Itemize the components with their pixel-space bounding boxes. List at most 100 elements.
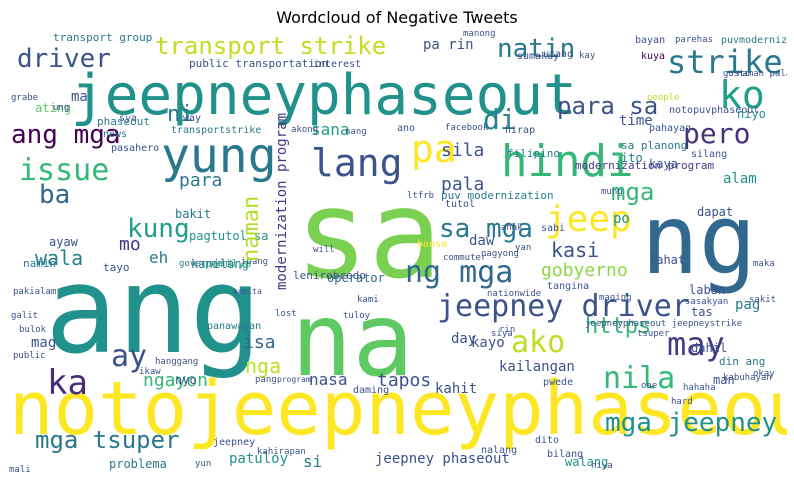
cloud-word: hirap [505,125,536,136]
cloud-word: kumita [233,287,262,296]
cloud-word: kasi [551,238,600,262]
cloud-word: pala [441,174,485,195]
cloud-word: para [179,170,223,191]
cloud-word: nasa [309,370,348,389]
cloud-word: interest [313,59,362,70]
cloud-word: niyo [737,107,766,121]
cloud-word: one [641,381,658,391]
cloud-word: lenirobredo [293,269,366,282]
cloud-word: bilang [547,449,584,460]
cloud-word: silang [691,149,728,160]
cloud-word: ba [39,180,71,210]
cloud-word: niya [591,461,613,471]
cloud-word: laban [689,283,726,297]
cloud-word: strike [667,43,783,81]
cloud-word: pag [735,297,761,313]
cloud-word: jeepney driver [437,289,690,324]
cloud-word: time [619,113,653,129]
cloud-word: walang [565,455,609,469]
cloud-word: sa [295,164,442,306]
cloud-word: dito [535,435,560,446]
cloud-word: akong [291,125,319,135]
cloud-word: galit [11,311,39,321]
cloud-word: na [291,281,414,400]
cloud-word: mo [119,234,141,255]
cloud-word: din ang [719,355,766,368]
cloud-word: hahaha [683,383,716,393]
chart-title: Wordcloud of Negative Tweets [276,8,518,27]
cloud-word: pakialam [13,287,57,297]
cloud-word: tuloy [343,311,371,321]
cloud-word: sa planong [621,139,688,152]
cloud-word: kailangan [499,359,575,375]
cloud-word: may [667,325,725,363]
cloud-word: mga jeepney [605,408,778,438]
cloud-word: public [13,351,46,361]
cloud-word: ayaw [49,235,78,249]
cloud-word: siya [491,329,513,339]
cloud-word: will [313,245,335,255]
cloud-word: nila [603,361,676,396]
cloud-word: ay [111,339,148,374]
cloud-word: day [451,331,477,347]
cloud-word: sila [441,140,485,161]
cloud-word: mga tsuper [35,426,180,454]
cloud-word: manong [463,30,496,39]
cloud-word: notojeepneyphaseout [9,366,787,452]
cloud-word: transport strike [155,32,387,60]
cloud-word: yung [161,128,277,184]
cloud-word: rin [499,325,516,335]
cloud-word: tas [691,305,713,319]
cloud-word: jeepney phaseout [375,451,510,467]
cloud-word: jeepneyphaseout [71,63,577,128]
cloud-word: sa mga [439,214,533,244]
cloud-word: parehas [675,35,713,45]
cloud-word: ang mga [11,120,121,150]
cloud-word: alam [723,171,757,187]
word-cloud: notojeepneyphaseout jeepneyphaseout ang … [7,30,787,480]
cloud-word: hanggang [155,357,199,367]
cloud-word: filipino [507,147,560,160]
cloud-word: mali [9,465,31,475]
cloud-word: nagyong [481,249,519,259]
cloud-word: ito [621,151,643,165]
cloud-word: driver [17,44,111,74]
cloud-word: lost [275,309,297,319]
cloud-word: panawagan [207,321,262,332]
cloud-word: ltfrb [407,191,435,201]
cloud-word: problema [109,457,167,471]
cloud-word: issue [19,153,110,188]
cloud-word: di [483,103,517,136]
cloud-word: ung [53,103,70,113]
cloud-word: daw [469,233,495,249]
cloud-word: nationwide [487,289,542,299]
cloud-word: pang [255,375,277,385]
cloud-word: nga [245,354,282,378]
cloud-word: maging [599,293,632,303]
cloud-word: sabi [541,223,566,234]
cloud-word: man [713,373,735,387]
cloud-word: wala [35,246,84,270]
cloud-word: transport group [53,31,153,44]
cloud-word: ng [641,184,757,296]
cloud-word: kabuhayan [723,373,772,383]
cloud-word: kahit [435,381,478,397]
cloud-word: si [303,452,323,471]
cloud-word: notopuvphaseout [669,105,760,116]
cloud-word: government [179,259,234,269]
cloud-word: lang [311,141,403,185]
cloud-word: kanilang [191,257,249,271]
cloud-word: bulok [19,325,47,335]
cloud-word: kay [579,51,596,61]
cloud-word: nyo [175,373,197,387]
cloud-word: nalang [481,445,518,456]
cloud-word: eh [149,248,169,267]
cloud-word: kahirapan [257,447,306,457]
cloud-word: ako [511,325,566,360]
cloud-word: ng mga [405,255,514,290]
cloud-word: grabe [11,93,39,103]
cloud-word: dahil [691,341,728,355]
cloud-word: pagtutol sa [189,229,269,243]
cloud-word: news [103,129,128,140]
cloud-word: naman pala [737,69,787,79]
